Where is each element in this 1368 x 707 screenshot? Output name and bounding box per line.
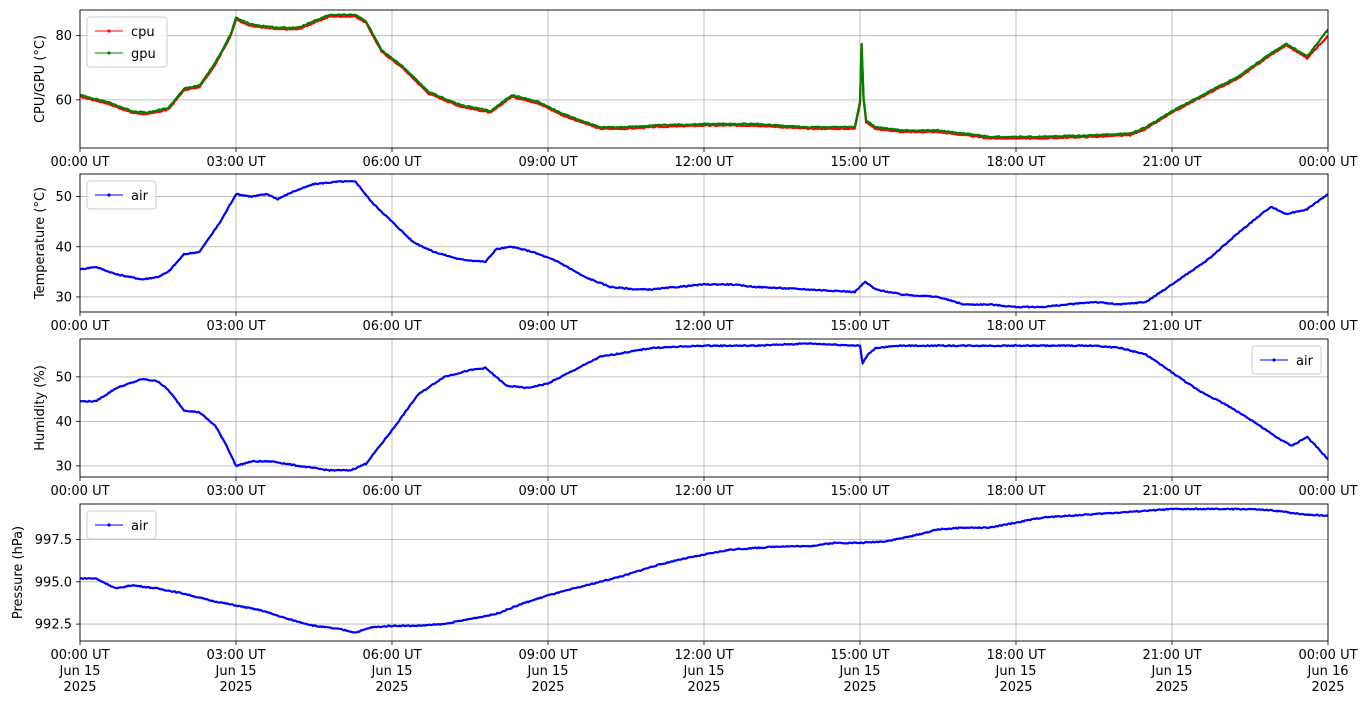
x-tick-label: 00:00 UT bbox=[50, 319, 109, 334]
x-tick-label: 12:00 UT Jun 15 2025 bbox=[674, 648, 733, 695]
legend-label: gpu bbox=[131, 47, 156, 62]
x-tick-label: 00:00 UT bbox=[50, 484, 109, 499]
y-tick-label: 40 bbox=[55, 240, 72, 255]
y-tick-label: 997.5 bbox=[35, 533, 72, 548]
legend-marker bbox=[107, 51, 111, 55]
y-axis-label: Humidity (%) bbox=[33, 365, 48, 451]
x-tick-label: 21:00 UT Jun 15 2025 bbox=[1142, 648, 1201, 695]
x-tick-label: 12:00 UT bbox=[674, 155, 733, 170]
y-tick-label: 80 bbox=[55, 29, 72, 44]
x-tick-label: 18:00 UT bbox=[986, 484, 1045, 499]
x-tick-label: 15:00 UT bbox=[830, 155, 889, 170]
y-tick-label: 40 bbox=[55, 415, 72, 430]
axes-frame bbox=[79, 9, 1329, 149]
x-tick-label: 09:00 UT bbox=[518, 484, 577, 499]
legend: air bbox=[86, 510, 157, 540]
y-tick-label: 60 bbox=[55, 93, 72, 108]
x-tick-label: 00:00 UT bbox=[1298, 319, 1357, 334]
x-tick-label: 15:00 UT Jun 15 2025 bbox=[830, 648, 889, 695]
x-tick-label: 21:00 UT bbox=[1142, 319, 1201, 334]
chart-panel-4: 00:00 UT Jun 15 2025 03:00 UT Jun 15 2025 06:0… bbox=[11, 503, 1358, 695]
x-tick-label: 06:00 UT bbox=[362, 484, 421, 499]
x-tick-label: 03:00 UT bbox=[206, 319, 265, 334]
y-tick-label: 30 bbox=[55, 459, 72, 474]
axes-frame bbox=[79, 173, 1329, 313]
legend-box bbox=[86, 16, 168, 68]
legend-marker bbox=[1272, 358, 1276, 362]
x-tick-label: 15:00 UT bbox=[830, 484, 889, 499]
y-axis-label: Temperature (°C) bbox=[33, 187, 48, 300]
x-tick-label: 06:00 UT Jun 15 2025 bbox=[362, 648, 421, 695]
x-tick-label: 00:00 UT bbox=[50, 155, 109, 170]
legend: air bbox=[86, 180, 157, 210]
legend: cpu gpu bbox=[86, 16, 168, 68]
x-tick-label: 00:00 UT Jun 16 2025 bbox=[1298, 648, 1357, 695]
x-tick-label: 00:00 UT bbox=[1298, 484, 1357, 499]
series-line-air bbox=[80, 180, 1328, 309]
legend-marker bbox=[107, 523, 111, 527]
x-tick-label: 21:00 UT bbox=[1142, 155, 1201, 170]
y-axis-label: Pressure (hPa) bbox=[11, 526, 26, 619]
x-tick-label: 06:00 UT bbox=[362, 319, 421, 334]
legend-label: air bbox=[131, 189, 149, 204]
chart-panel-1: 00:00 UT 03:00 UT 06:00 UT 09:00 UT 12:00 UT… bbox=[33, 9, 1358, 170]
y-tick-label: 50 bbox=[55, 370, 72, 385]
x-tick-label: 15:00 UT bbox=[830, 319, 889, 334]
x-tick-label: 18:00 UT bbox=[986, 319, 1045, 334]
x-tick-label: 09:00 UT bbox=[518, 319, 577, 334]
legend: air bbox=[1251, 345, 1322, 375]
legend-label: cpu bbox=[131, 25, 155, 40]
legend-marker bbox=[107, 29, 111, 33]
axes-frame bbox=[79, 338, 1329, 478]
y-tick-label: 30 bbox=[55, 290, 72, 305]
x-tick-label: 09:00 UT bbox=[518, 155, 577, 170]
x-tick-label: 03:00 UT bbox=[206, 155, 265, 170]
chart-panel-2: 00:00 UT 03:00 UT 06:00 UT 09:00 UT 12:00 UT… bbox=[33, 173, 1358, 334]
x-tick-label: 09:00 UT Jun 15 2025 bbox=[518, 648, 577, 695]
x-tick-label: 06:00 UT bbox=[362, 155, 421, 170]
y-tick-label: 995.0 bbox=[35, 575, 72, 590]
x-tick-label: 12:00 UT bbox=[674, 484, 733, 499]
x-tick-label: 00:00 UT bbox=[1298, 155, 1357, 170]
series-line-air bbox=[80, 507, 1328, 634]
legend-label: air bbox=[1296, 354, 1314, 369]
x-tick-label: 03:00 UT bbox=[206, 484, 265, 499]
y-tick-label: 992.5 bbox=[35, 618, 72, 633]
x-tick-label: 18:00 UT bbox=[986, 155, 1045, 170]
legend-label: air bbox=[131, 519, 149, 534]
x-tick-label: 12:00 UT bbox=[674, 319, 733, 334]
axes-frame bbox=[79, 503, 1329, 642]
x-tick-label: 21:00 UT bbox=[1142, 484, 1201, 499]
series-line-gpu bbox=[80, 13, 1328, 139]
y-tick-label: 50 bbox=[55, 190, 72, 205]
series-line-air bbox=[80, 342, 1328, 472]
x-tick-label: 18:00 UT Jun 15 2025 bbox=[986, 648, 1045, 695]
x-tick-label: 00:00 UT Jun 15 2025 bbox=[50, 648, 109, 695]
legend-marker bbox=[107, 193, 111, 197]
chart-panel-3: 00:00 UT 03:00 UT 06:00 UT 09:00 UT 12:00 UT… bbox=[33, 338, 1358, 499]
y-axis-label: CPU/GPU (°C) bbox=[33, 35, 48, 123]
x-tick-label: 03:00 UT Jun 15 2025 bbox=[206, 648, 265, 695]
